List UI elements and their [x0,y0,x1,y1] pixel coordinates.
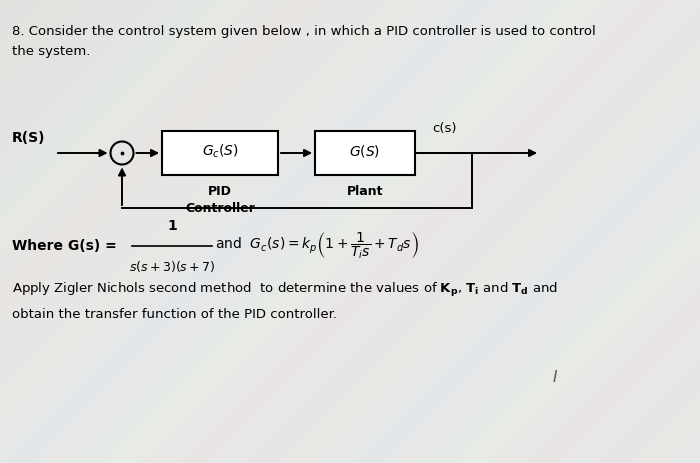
Polygon shape [210,0,700,463]
Text: Plant: Plant [346,185,384,198]
Text: c(s): c(s) [432,122,456,135]
Polygon shape [105,0,700,463]
Polygon shape [315,0,700,463]
Text: 1: 1 [167,219,177,233]
Polygon shape [525,0,700,463]
Polygon shape [70,0,700,463]
Polygon shape [0,0,568,463]
Polygon shape [595,0,700,463]
Text: Where G(s) =: Where G(s) = [12,239,117,253]
Polygon shape [490,0,700,463]
Polygon shape [0,0,498,463]
Polygon shape [245,0,700,463]
Polygon shape [385,0,700,463]
Text: Controller: Controller [185,202,255,215]
Polygon shape [0,0,673,463]
Polygon shape [0,0,463,463]
Polygon shape [560,0,700,463]
Polygon shape [420,0,700,463]
Polygon shape [630,0,700,463]
Bar [315,131,415,175]
Text: R(S): R(S) [12,131,46,145]
Text: $G_c (S)$: $G_c (S)$ [202,142,239,160]
Polygon shape [0,0,638,463]
Text: 8. Consider the control system given below , in which a PID controller is used t: 8. Consider the control system given bel… [12,25,596,38]
Text: obtain the transfer function of the PID controller.: obtain the transfer function of the PID … [12,308,337,321]
Polygon shape [140,0,700,463]
Text: the system.: the system. [12,45,90,58]
Polygon shape [455,0,700,463]
Text: and  $G_c(s) = k_p\left(1 + \dfrac{1}{T_i s} + T_d s\right)$: and $G_c(s) = k_p\left(1 + \dfrac{1}{T_i… [215,231,419,262]
Polygon shape [0,0,533,463]
Polygon shape [665,0,700,463]
Polygon shape [0,0,603,463]
Text: I: I [553,370,557,386]
Bar [162,131,278,175]
Polygon shape [280,0,700,463]
Text: $s(s+3)(s+7)$: $s(s+3)(s+7)$ [129,259,216,274]
Text: PID: PID [208,185,232,198]
Text: Apply Zigler Nichols second method  to determine the values of $\mathbf{K_p}$, $: Apply Zigler Nichols second method to de… [12,281,558,299]
Polygon shape [350,0,700,463]
Text: $G(S)$: $G(S)$ [349,143,381,159]
Polygon shape [175,0,700,463]
Polygon shape [35,0,700,463]
